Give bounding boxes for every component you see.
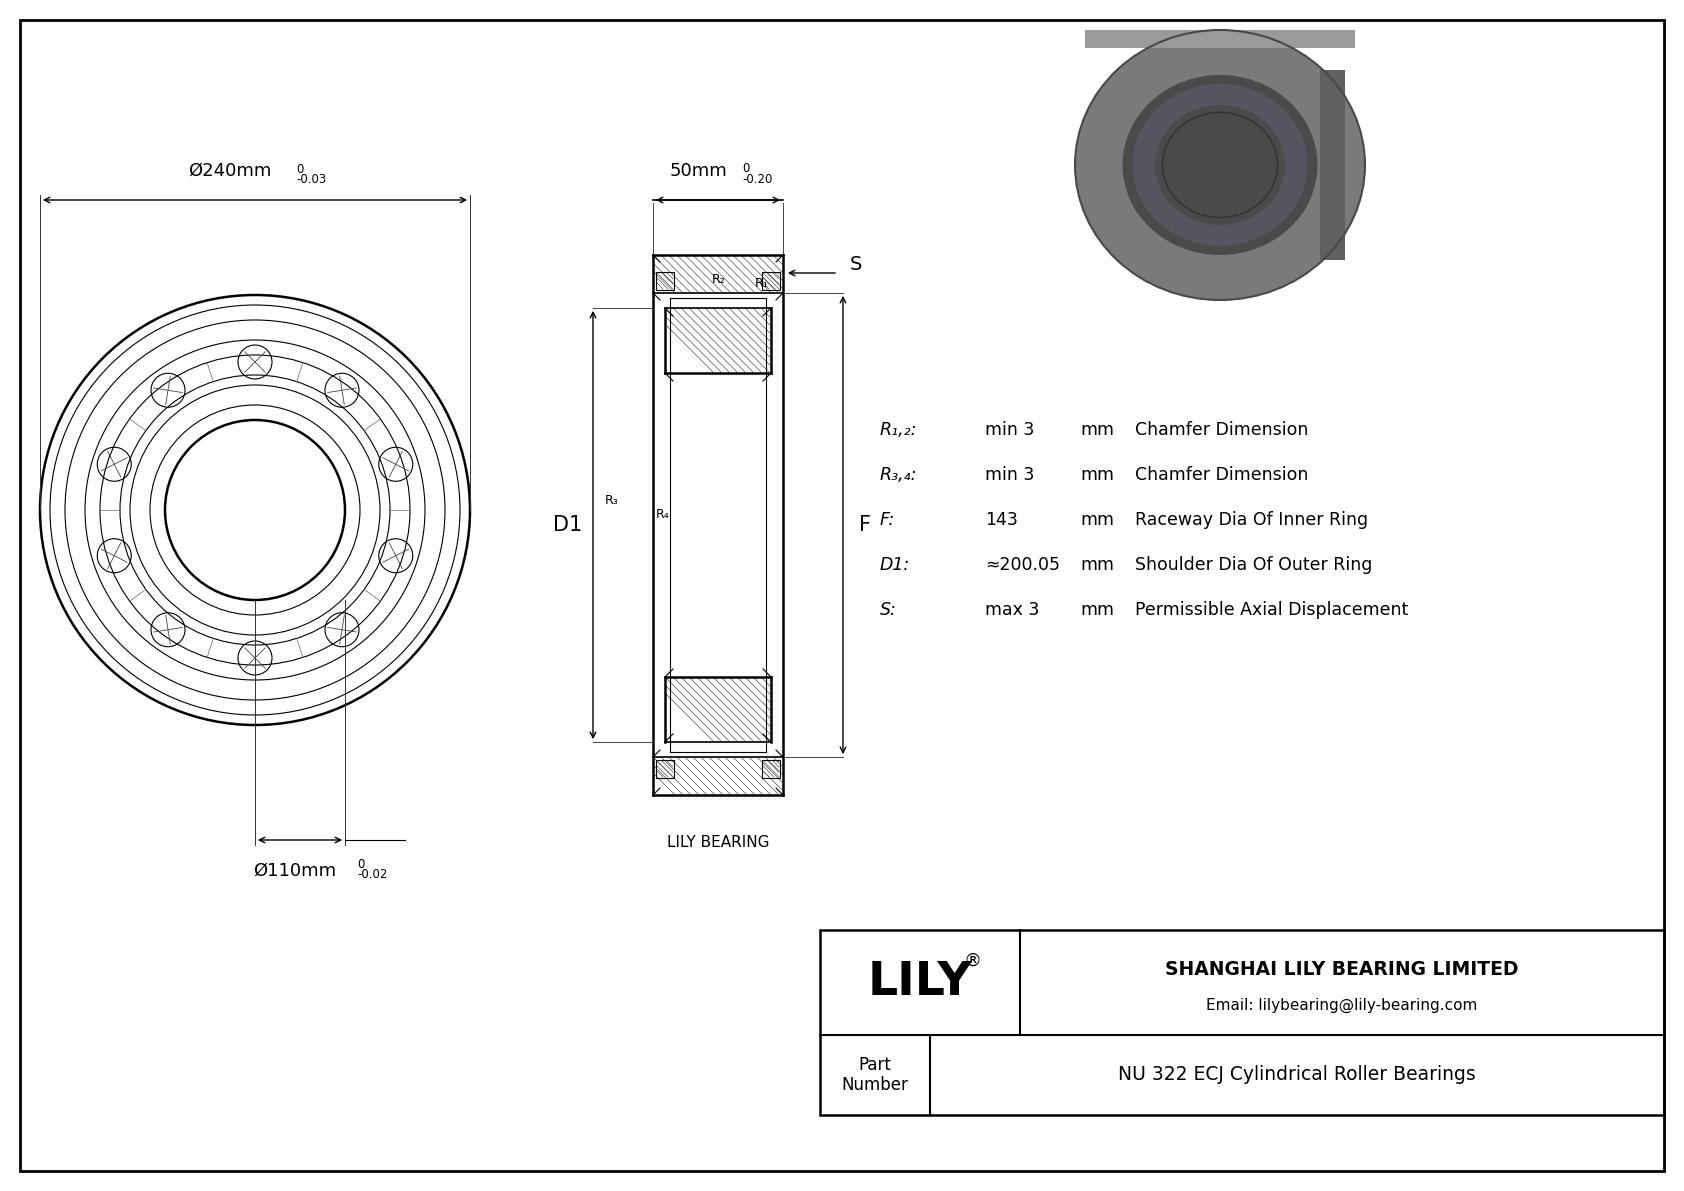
Text: F:: F: xyxy=(881,511,896,529)
Text: 50mm: 50mm xyxy=(669,162,727,180)
Ellipse shape xyxy=(1074,30,1366,300)
Text: Raceway Dia Of Inner Ring: Raceway Dia Of Inner Ring xyxy=(1135,511,1367,529)
Text: D1:: D1: xyxy=(881,556,911,574)
Text: max 3: max 3 xyxy=(985,601,1039,619)
Text: -0.20: -0.20 xyxy=(743,173,773,186)
Text: 0: 0 xyxy=(296,163,303,176)
Text: mm: mm xyxy=(1079,601,1115,619)
Text: ≈200.05: ≈200.05 xyxy=(985,556,1059,574)
Ellipse shape xyxy=(1133,85,1307,247)
Text: NU 322 ECJ Cylindrical Roller Bearings: NU 322 ECJ Cylindrical Roller Bearings xyxy=(1118,1066,1475,1085)
Bar xyxy=(761,760,780,778)
Text: S:: S: xyxy=(881,601,898,619)
Bar xyxy=(657,272,674,289)
FancyBboxPatch shape xyxy=(1084,30,1356,48)
Text: Part
Number: Part Number xyxy=(842,1055,908,1095)
Text: min 3: min 3 xyxy=(985,420,1034,439)
Text: LILY: LILY xyxy=(867,960,972,1005)
Text: 0: 0 xyxy=(357,858,364,871)
Text: Chamfer Dimension: Chamfer Dimension xyxy=(1135,466,1308,484)
Ellipse shape xyxy=(1155,105,1285,225)
Text: mm: mm xyxy=(1079,466,1115,484)
Text: S: S xyxy=(850,256,862,274)
Bar xyxy=(761,272,780,289)
Text: D1: D1 xyxy=(554,515,583,535)
Bar xyxy=(657,760,674,778)
Text: Shoulder Dia Of Outer Ring: Shoulder Dia Of Outer Ring xyxy=(1135,556,1372,574)
Text: Ø110mm: Ø110mm xyxy=(253,862,337,880)
Text: mm: mm xyxy=(1079,556,1115,574)
Text: min 3: min 3 xyxy=(985,466,1034,484)
FancyBboxPatch shape xyxy=(1320,70,1346,260)
Text: R₄: R₄ xyxy=(657,509,670,522)
Text: R₂: R₂ xyxy=(712,273,726,286)
Text: R₁,₂:: R₁,₂: xyxy=(881,420,918,439)
Text: ®: ® xyxy=(963,952,982,969)
Text: Chamfer Dimension: Chamfer Dimension xyxy=(1135,420,1308,439)
Text: F: F xyxy=(859,515,871,535)
Text: -0.02: -0.02 xyxy=(357,868,387,881)
Text: Email: lilybearing@lily-bearing.com: Email: lilybearing@lily-bearing.com xyxy=(1206,998,1477,1014)
Text: mm: mm xyxy=(1079,511,1115,529)
Text: mm: mm xyxy=(1079,420,1115,439)
Ellipse shape xyxy=(1162,112,1278,218)
Ellipse shape xyxy=(1123,75,1317,255)
Text: R₁: R₁ xyxy=(754,278,770,289)
Text: 0: 0 xyxy=(743,162,749,175)
Text: LILY BEARING: LILY BEARING xyxy=(667,835,770,850)
Bar xyxy=(820,930,1664,1115)
Text: -0.03: -0.03 xyxy=(296,173,327,186)
Text: R₃: R₃ xyxy=(605,493,618,506)
Text: SHANGHAI LILY BEARING LIMITED: SHANGHAI LILY BEARING LIMITED xyxy=(1165,960,1519,979)
Text: 143: 143 xyxy=(985,511,1017,529)
Text: Permissible Axial Displacement: Permissible Axial Displacement xyxy=(1135,601,1408,619)
Text: Ø240mm: Ø240mm xyxy=(189,162,271,180)
Text: R₃,₄:: R₃,₄: xyxy=(881,466,918,484)
